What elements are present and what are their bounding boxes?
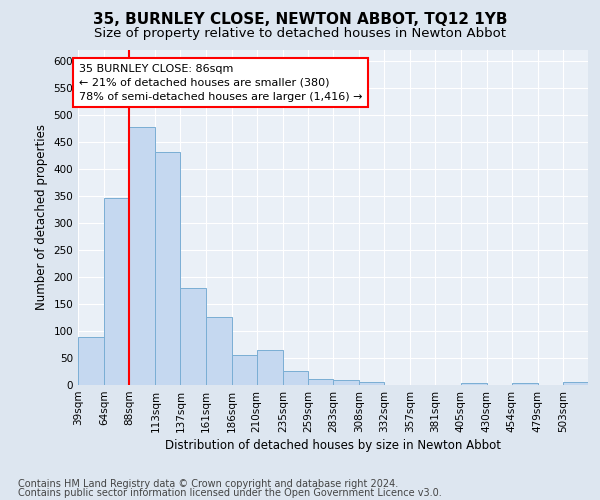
Bar [283, 372, 308, 385]
Bar [232, 354, 257, 385]
Bar [308, 378, 333, 385]
Text: Size of property relative to detached houses in Newton Abbot: Size of property relative to detached ho… [94, 28, 506, 40]
Text: 35, BURNLEY CLOSE, NEWTON ABBOT, TQ12 1YB: 35, BURNLEY CLOSE, NEWTON ABBOT, TQ12 1Y… [93, 12, 507, 28]
Bar [155, 152, 181, 385]
Text: Contains public sector information licensed under the Open Government Licence v3: Contains public sector information licen… [18, 488, 442, 498]
Text: 35 BURNLEY CLOSE: 86sqm
← 21% of detached houses are smaller (380)
78% of semi-d: 35 BURNLEY CLOSE: 86sqm ← 21% of detache… [79, 64, 362, 102]
Bar [257, 350, 283, 385]
Bar [181, 288, 205, 385]
Bar [512, 383, 538, 385]
Bar [129, 128, 155, 385]
Bar [563, 382, 588, 385]
Bar [359, 382, 384, 385]
Bar [78, 338, 104, 385]
X-axis label: Distribution of detached houses by size in Newton Abbot: Distribution of detached houses by size … [165, 439, 501, 452]
Bar [205, 318, 232, 385]
Bar [104, 198, 129, 385]
Text: Contains HM Land Registry data © Crown copyright and database right 2024.: Contains HM Land Registry data © Crown c… [18, 479, 398, 489]
Bar [461, 383, 487, 385]
Bar [333, 380, 359, 385]
Y-axis label: Number of detached properties: Number of detached properties [35, 124, 48, 310]
